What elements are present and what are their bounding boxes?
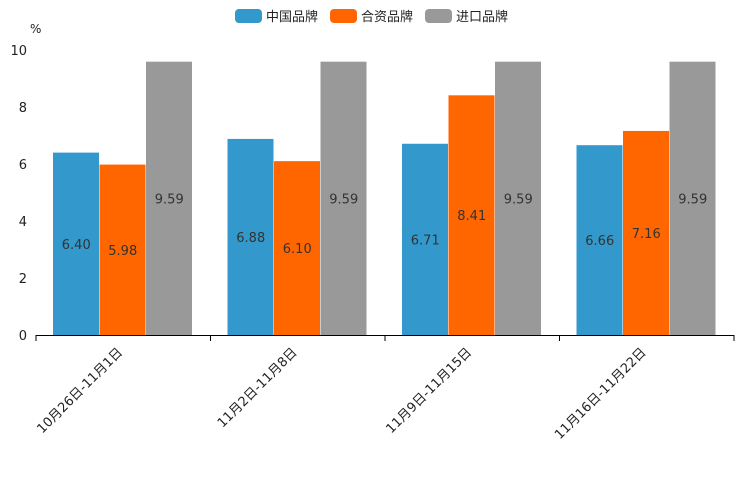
data-label: 9.59	[678, 192, 707, 207]
bar-3-3	[495, 61, 541, 336]
y-tick-label: 4	[19, 215, 27, 230]
legend-label: 中国品牌	[266, 9, 318, 25]
y-tick-label: 6	[19, 158, 27, 173]
y-axis-unit-label: %	[30, 22, 41, 36]
bar-3-1	[146, 61, 192, 336]
bar-1-2	[227, 138, 274, 335]
x-axis-ticks: 10月26日-11月1日 11月2日-11月8日 11月9日-11月15日 11月16…	[34, 335, 735, 443]
data-label: 6.40	[62, 238, 91, 253]
y-tick-label: 0	[19, 329, 27, 344]
legend-label: 进口品牌	[456, 9, 508, 25]
data-label: 9.59	[155, 192, 184, 207]
x-category-label: 11月16日-11月22日	[552, 345, 649, 442]
y-tick-label: 10	[10, 44, 27, 59]
bar-3-4	[669, 61, 716, 336]
bar-3-2	[320, 61, 367, 336]
legend-swatch	[425, 9, 452, 23]
y-tick-label: 8	[19, 101, 27, 116]
bar-1-4	[576, 145, 623, 335]
bar-2-3	[448, 95, 495, 335]
bar-2-4	[623, 130, 669, 335]
y-axis-ticks: 0 2 4 6 8 10	[10, 44, 27, 344]
legend-swatch	[235, 9, 262, 23]
x-category-label: 10月26日-11月1日	[34, 345, 126, 437]
legend-label: 合资品牌	[361, 9, 413, 25]
data-labels: 6.40 5.98 9.59 6.88 6.10 9.59 6.71 8.41 9.59 6.66…	[62, 192, 707, 258]
bar-series	[53, 61, 716, 336]
data-label: 6.71	[411, 233, 440, 248]
data-label: 6.10	[283, 242, 312, 257]
bar-1-1	[53, 152, 99, 335]
bar-1-3	[402, 143, 448, 335]
legend-swatch	[330, 9, 357, 23]
chart-legend: 中国品牌 合资品牌 进口品牌	[235, 9, 508, 25]
data-label: 8.41	[457, 209, 486, 224]
data-label: 9.59	[329, 192, 358, 207]
data-label: 5.98	[108, 244, 137, 259]
data-label: 6.66	[585, 234, 614, 249]
bar-2-1	[99, 164, 146, 335]
data-label: 7.16	[632, 227, 661, 242]
bar-2-2	[274, 161, 320, 335]
data-label: 6.88	[236, 231, 265, 246]
x-category-label: 11月2日-11月8日	[215, 345, 301, 431]
x-category-label: 11月9日-11月15日	[383, 345, 475, 437]
y-tick-label: 2	[19, 272, 27, 287]
data-label: 9.59	[504, 192, 533, 207]
